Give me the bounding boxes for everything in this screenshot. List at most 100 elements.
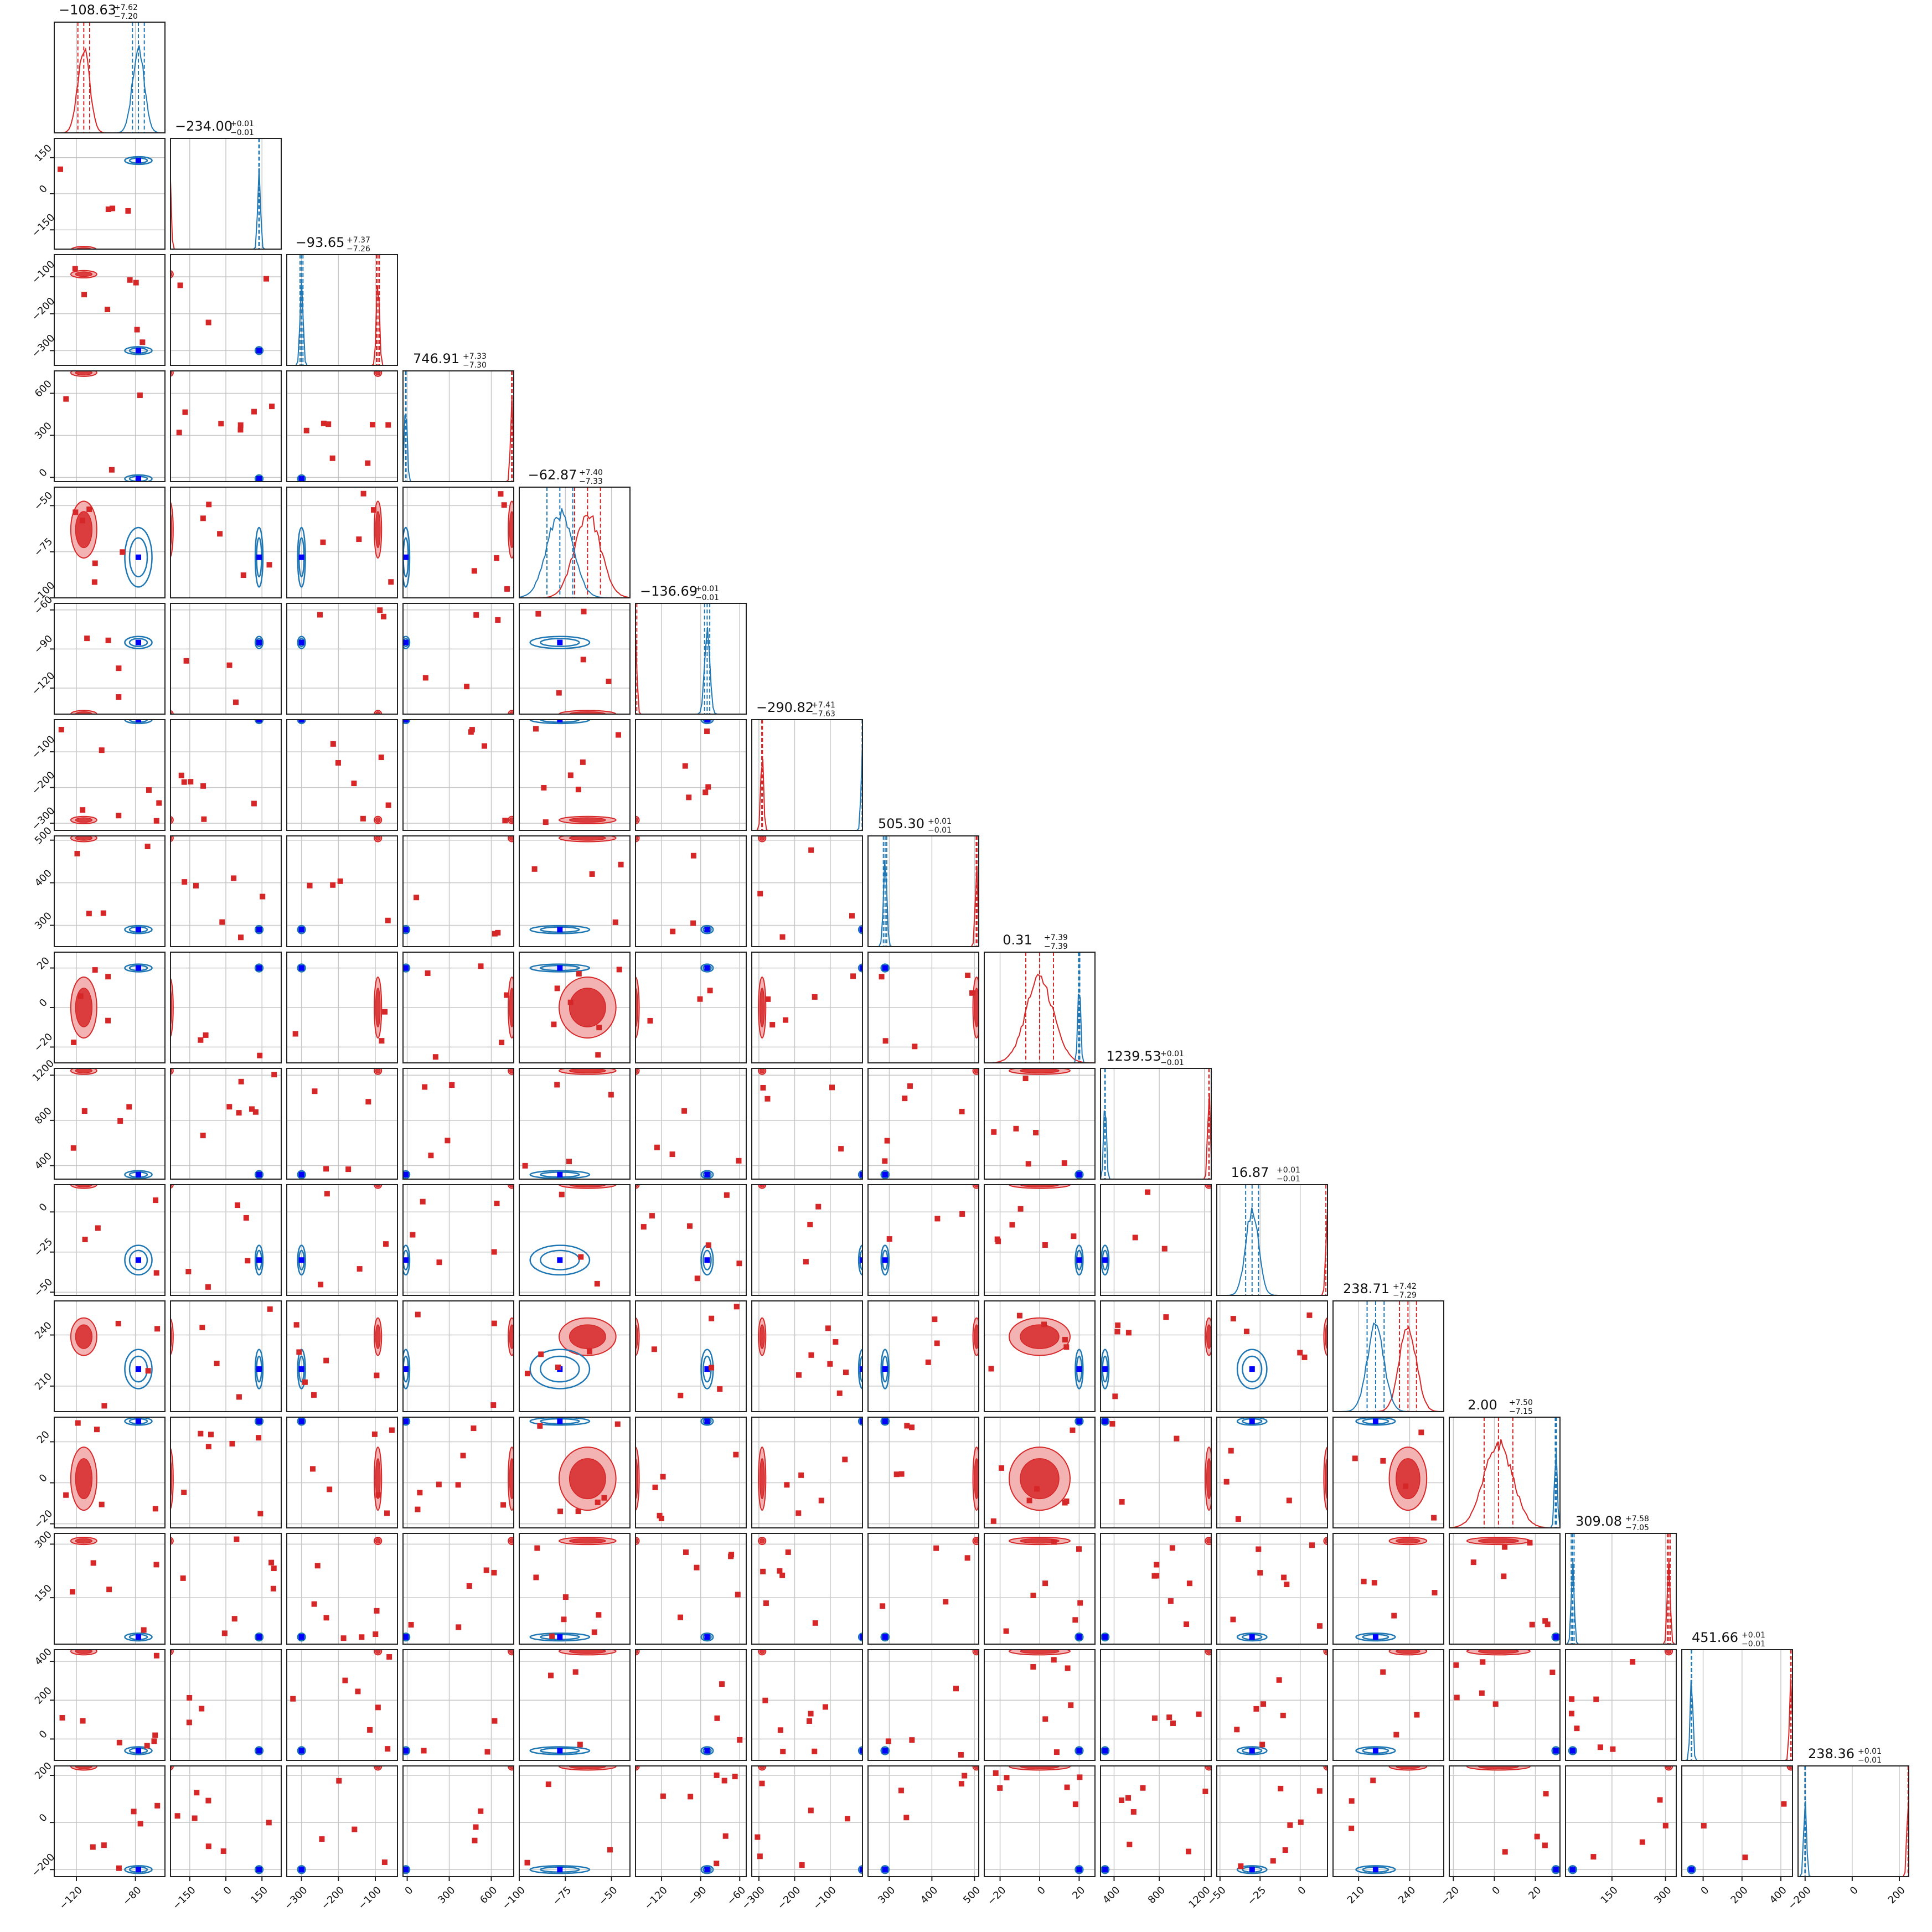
- red-contour-inner: [509, 817, 514, 823]
- blue-contour-outer: [403, 1170, 411, 1179]
- outlier-point: [90, 1560, 96, 1566]
- outlier-point: [1549, 1669, 1556, 1675]
- outlier-point: [92, 560, 98, 566]
- outlier-point: [1256, 1546, 1262, 1552]
- blue-contour-outer: [1075, 1632, 1084, 1642]
- hist-blue: [1217, 1207, 1327, 1296]
- panel-content: [1466, 1536, 1560, 1642]
- panel-10-2: [286, 1184, 398, 1296]
- y-tick-label: −25: [32, 1236, 55, 1259]
- panel-11-0: 210 240: [33, 1300, 166, 1412]
- outlier-point: [490, 1402, 497, 1408]
- panel-content: [297, 490, 394, 588]
- x-tick-label: 300: [876, 1884, 897, 1906]
- param-title-plus-8: +7.39: [1044, 933, 1068, 942]
- panel-frame: [402, 1068, 514, 1180]
- panel-content: [1101, 1766, 1211, 1874]
- blue-contour-outer: [529, 720, 591, 725]
- panel-content: [1352, 1417, 1437, 1521]
- outlier-point: [182, 879, 188, 885]
- blue-contour-outer: [1355, 1865, 1396, 1874]
- outlier-point: [146, 787, 152, 793]
- outlier-point: [616, 967, 622, 973]
- y-tick-label: −120: [29, 670, 57, 698]
- panel-content: [403, 491, 514, 592]
- truth-marker: [882, 1257, 888, 1263]
- panel-content: [171, 1650, 264, 1755]
- truth-marker: [136, 1257, 141, 1263]
- outlier-point: [200, 783, 206, 789]
- outlier-point: [728, 1553, 734, 1559]
- outlier-point: [116, 813, 122, 819]
- outlier-point: [492, 1718, 498, 1724]
- hist-blue: [519, 508, 630, 598]
- outlier-point: [199, 1706, 205, 1712]
- outlier-point: [1454, 1695, 1460, 1701]
- red-contour-inner: [1206, 1538, 1211, 1544]
- x-tick-label: −150: [171, 1884, 198, 1912]
- panel-content: [880, 1417, 979, 1511]
- truth-marker: [882, 965, 888, 971]
- panel-11-9: [1100, 1300, 1212, 1412]
- panel-7-7: 505.30 +0.01−0.01: [867, 816, 979, 947]
- blue-contour-outer: [124, 1865, 153, 1874]
- outlier-point: [473, 612, 479, 618]
- panel-7-1: [170, 835, 282, 947]
- blue-contour-outer: [1355, 1632, 1396, 1642]
- truth-marker: [557, 639, 563, 645]
- panel-14-3: [402, 1649, 514, 1761]
- panel-11-1: [170, 1300, 282, 1412]
- param-title-7: 505.30: [878, 816, 924, 831]
- outlier-point: [226, 1104, 233, 1110]
- red-contour-inner: [1020, 1324, 1060, 1349]
- outlier-point: [1051, 1539, 1057, 1545]
- outlier-point: [504, 992, 510, 998]
- blue-contour-outer: [1101, 1746, 1110, 1755]
- panel-13-3: [402, 1533, 514, 1645]
- x-tick-label: −100: [356, 1884, 384, 1912]
- param-title-plus-5: +0.01: [695, 585, 719, 593]
- panel-content: [290, 1650, 392, 1755]
- panel-frame: [635, 835, 747, 947]
- outlier-point: [425, 970, 431, 976]
- blue-contour-outer: [700, 1746, 714, 1755]
- outlier-point: [356, 536, 362, 543]
- panel-frame: [519, 1417, 631, 1528]
- panel-frame: [635, 1649, 747, 1761]
- blue-contour-outer: [1101, 1244, 1110, 1276]
- panel-frame: [1681, 1649, 1793, 1761]
- blue-contour-outer: [1236, 1349, 1268, 1389]
- panel-frame: [519, 603, 631, 715]
- panel-content: [1101, 1650, 1211, 1755]
- panel-10-9: [1100, 1184, 1212, 1296]
- outlier-point: [581, 608, 587, 614]
- panel-frame: [519, 719, 631, 831]
- outlier-point: [1140, 1785, 1146, 1791]
- panel-frame: [635, 1417, 747, 1528]
- outlier-point: [785, 1549, 791, 1555]
- outlier-point: [471, 568, 477, 574]
- param-title-13: 309.08: [1575, 1513, 1622, 1529]
- blue-contour-outer: [254, 1170, 264, 1179]
- x-tick-label: 210: [1345, 1884, 1367, 1906]
- truth-marker: [256, 1867, 262, 1873]
- outlier-point: [779, 1572, 786, 1578]
- outlier-point: [1051, 1657, 1057, 1663]
- blue-contour-outer: [700, 924, 714, 934]
- panel-content: [171, 501, 272, 588]
- panel-13-4: [519, 1533, 631, 1645]
- panel-frame: [170, 835, 282, 947]
- outlier-point: [84, 636, 90, 642]
- outlier-point: [1234, 1727, 1240, 1733]
- truth-marker: [136, 720, 141, 722]
- panel-content: [1009, 1650, 1084, 1755]
- outlier-point: [183, 658, 189, 664]
- outlier-point: [1145, 1189, 1151, 1195]
- truth-marker: [403, 1867, 409, 1873]
- outlier-point: [494, 1200, 500, 1206]
- hist-red: [1449, 1439, 1560, 1528]
- panel-content: [636, 1536, 741, 1642]
- panel-content: [636, 1304, 740, 1398]
- hist-red: [1682, 1678, 1793, 1761]
- outlier-point: [80, 807, 86, 813]
